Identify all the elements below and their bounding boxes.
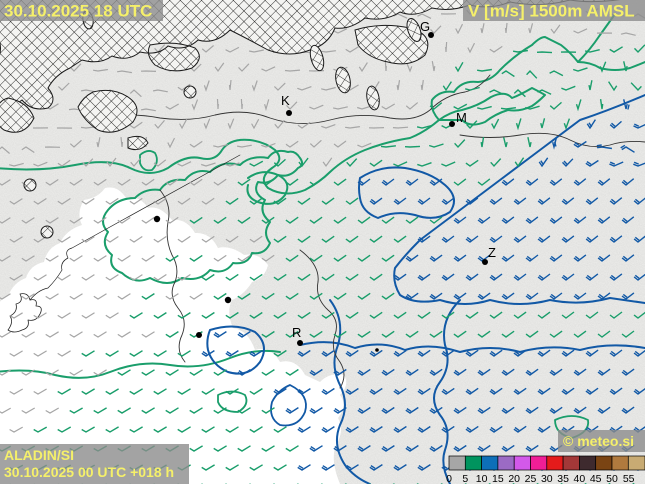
svg-text:45: 45 — [590, 473, 602, 484]
svg-text:5: 5 — [462, 473, 468, 484]
svg-text:K: K — [281, 93, 290, 108]
svg-text:G: G — [420, 19, 430, 34]
svg-text:R: R — [292, 325, 301, 340]
svg-text:50: 50 — [606, 473, 618, 484]
svg-text:40: 40 — [574, 473, 586, 484]
svg-text:20: 20 — [508, 473, 520, 484]
svg-text:0: 0 — [446, 473, 452, 484]
svg-text:30.10.2025 18 UTC: 30.10.2025 18 UTC — [4, 2, 152, 21]
svg-text:Z: Z — [488, 245, 496, 260]
svg-text:35: 35 — [557, 473, 569, 484]
svg-text:© meteo.si: © meteo.si — [563, 433, 634, 449]
svg-text:10: 10 — [476, 473, 488, 484]
svg-text:15: 15 — [492, 473, 504, 484]
svg-text:25: 25 — [525, 473, 537, 484]
svg-text:M: M — [456, 110, 467, 125]
svg-text:55: 55 — [623, 473, 635, 484]
svg-text:30: 30 — [541, 473, 553, 484]
svg-text:V [m/s] 1500m AMSL: V [m/s] 1500m AMSL — [468, 2, 635, 21]
svg-text:30.10.2025 00 UTC +018 h: 30.10.2025 00 UTC +018 h — [4, 464, 174, 480]
svg-text:ALADIN/SI: ALADIN/SI — [4, 447, 74, 463]
